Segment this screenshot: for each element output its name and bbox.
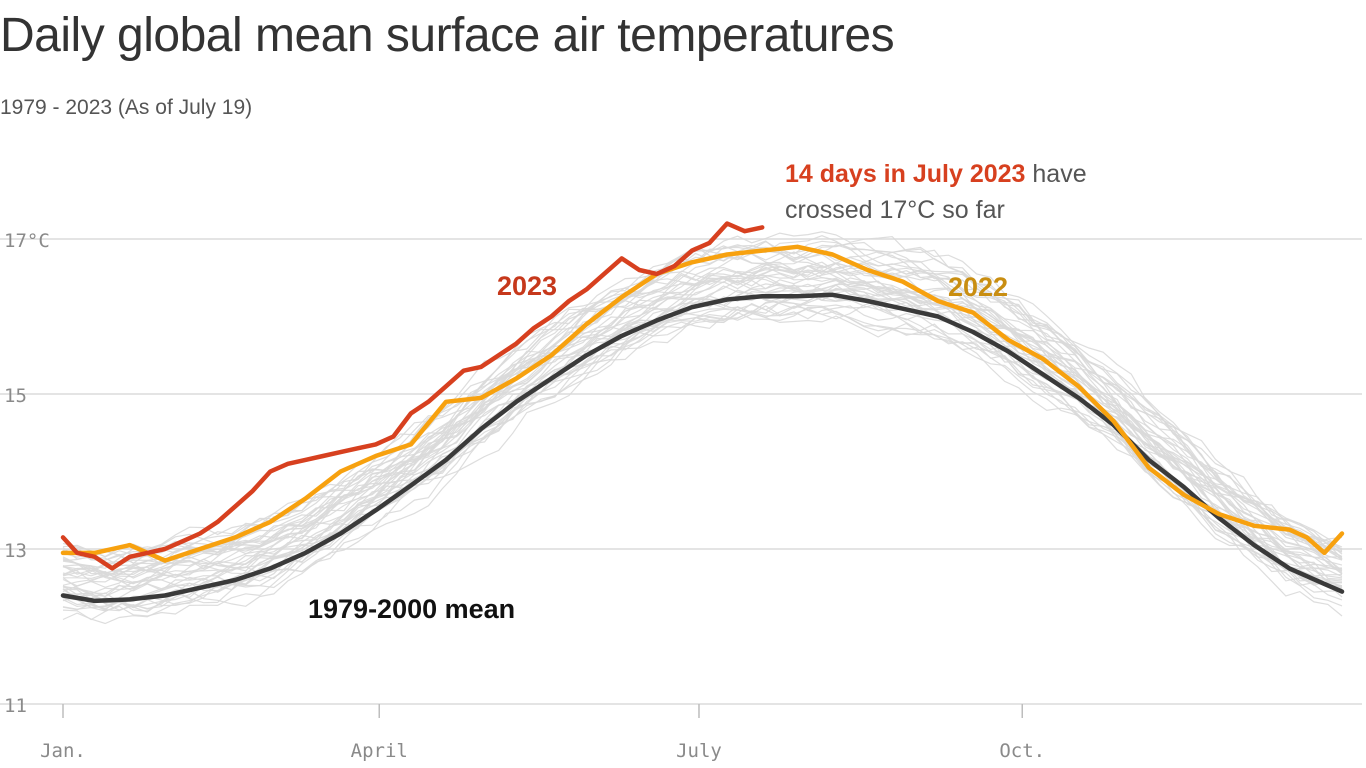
background-year-line [62, 255, 1343, 565]
series-label-2023: 2023 [497, 271, 557, 301]
y-axis-ticks: 11 13 15 17°C [4, 230, 50, 717]
annotation-line-1: 14 days in July 2023 have [785, 160, 1087, 188]
background-year-line [62, 240, 1343, 567]
y-tick-label: 11 [4, 695, 27, 717]
chart-title: Daily global mean surface air temperatur… [0, 9, 895, 62]
background-year-line [62, 251, 1343, 565]
y-tick-label: 17°C [4, 230, 50, 252]
annotation-rest: have [1025, 160, 1086, 188]
x-tick-label: Oct. [999, 740, 1045, 762]
series-line-mean [60, 292, 1345, 604]
background-year-line [62, 240, 1343, 559]
background-year-line [62, 306, 1343, 613]
y-tick-label: 13 [4, 540, 27, 562]
series-label-mean: 1979-2000 mean [308, 594, 515, 624]
background-year-line [62, 256, 1343, 584]
series-label-2022: 2022 [948, 272, 1008, 302]
y-tick-label: 15 [4, 385, 27, 407]
series-line-2022 [60, 244, 1345, 563]
chart-subtitle: 1979 - 2023 (As of July 19) [0, 96, 253, 119]
x-tick-label: April [351, 740, 408, 762]
series-line-2023 [60, 221, 765, 571]
annotation-highlight: 14 days in July 2023 [785, 160, 1025, 188]
background-year-line [62, 270, 1343, 588]
x-tick-label: Jan. [40, 740, 86, 762]
x-axis-ticks: Jan. April July Oct. [40, 704, 1045, 762]
background-year-line [62, 253, 1343, 575]
annotation-line-2: crossed 17°C so far [785, 196, 1005, 224]
x-tick-label: July [676, 740, 722, 762]
background-year-line [62, 231, 1343, 558]
background-year-line [62, 244, 1343, 569]
series-lines [60, 221, 1345, 604]
background-year-lines [62, 231, 1343, 625]
